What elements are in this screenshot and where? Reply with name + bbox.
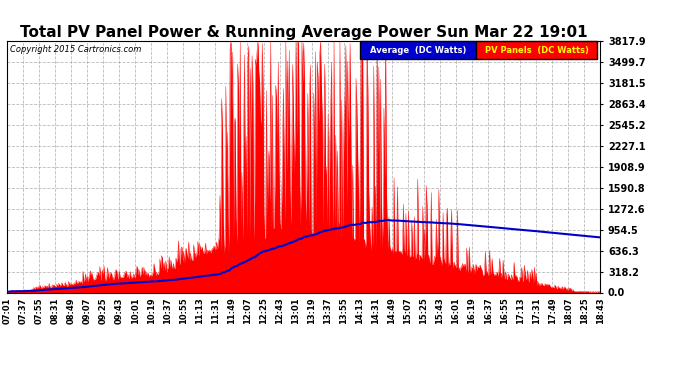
Text: PV Panels  (DC Watts): PV Panels (DC Watts) [484, 46, 589, 55]
FancyBboxPatch shape [360, 41, 475, 59]
Text: Copyright 2015 Cartronics.com: Copyright 2015 Cartronics.com [10, 45, 141, 54]
FancyBboxPatch shape [475, 41, 598, 59]
Text: Average  (DC Watts): Average (DC Watts) [370, 46, 466, 55]
Title: Total PV Panel Power & Running Average Power Sun Mar 22 19:01: Total PV Panel Power & Running Average P… [20, 25, 587, 40]
